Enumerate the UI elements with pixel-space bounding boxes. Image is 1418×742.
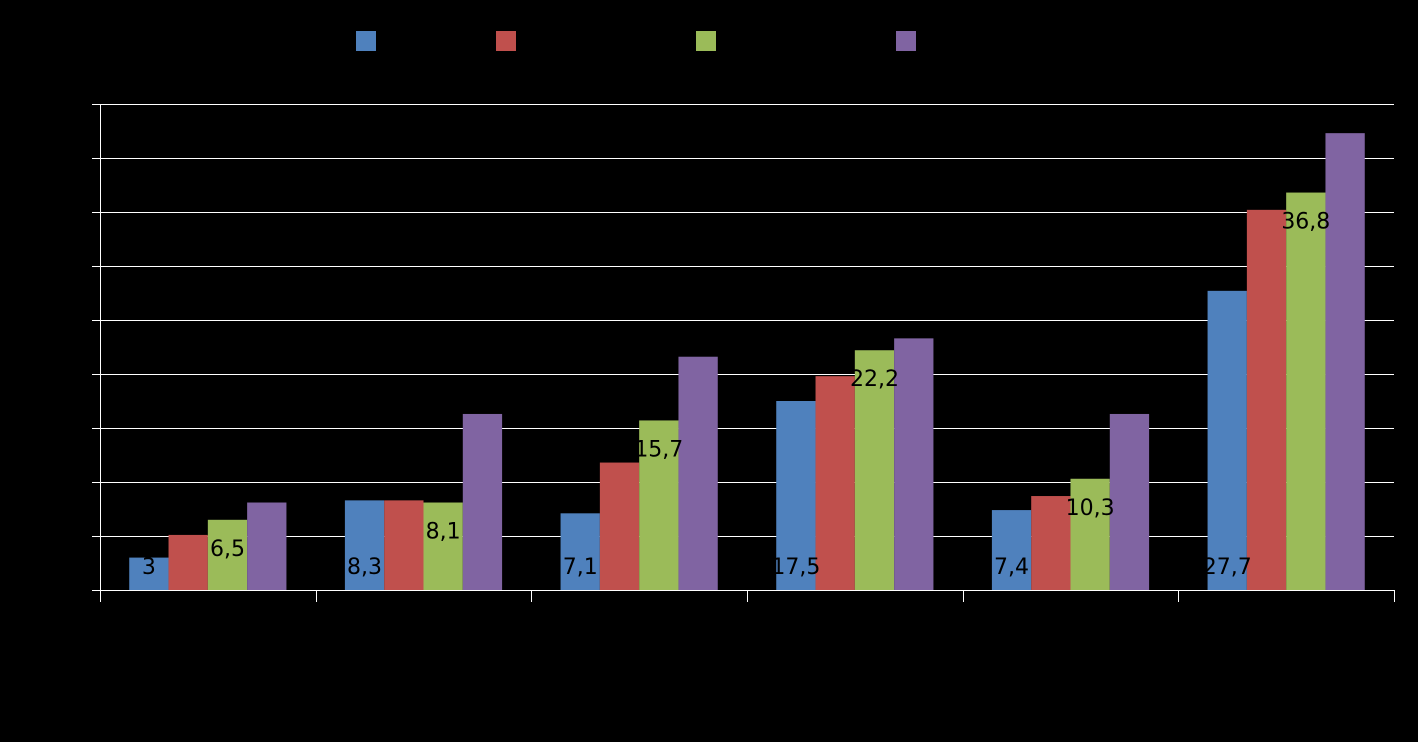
bars — [129, 133, 1365, 590]
bar — [599, 462, 640, 590]
bar — [991, 510, 1032, 590]
bar — [815, 376, 855, 590]
data-label: 36,8 — [1281, 210, 1330, 235]
data-label: 8,1 — [426, 520, 461, 545]
bar — [678, 356, 718, 590]
bar — [1246, 209, 1287, 590]
bar — [247, 502, 287, 590]
legend-item — [356, 30, 376, 52]
data-label: 22,2 — [850, 367, 899, 392]
legend-swatch — [696, 31, 716, 51]
data-label: 8,3 — [347, 555, 382, 580]
bar — [560, 513, 600, 590]
bar — [1325, 133, 1365, 590]
axes — [92, 104, 1395, 602]
bar — [423, 502, 463, 590]
bar — [639, 420, 679, 590]
legend — [0, 30, 1418, 52]
data-label: 3 — [142, 555, 156, 580]
legend-item — [896, 30, 916, 52]
gridlines — [100, 104, 1394, 537]
bar — [462, 413, 503, 590]
data-label: 7,4 — [994, 555, 1029, 580]
bar — [168, 534, 208, 590]
data-label: 15,7 — [634, 437, 683, 462]
data-labels: 3 8,3 7,1 17,5 7,4 27,7 6,5 8,1 15,7 22,2 10,3 36,8 — [142, 210, 1330, 580]
legend-item — [496, 30, 516, 52]
legend-swatch — [356, 31, 376, 51]
data-label: 7,1 — [563, 555, 598, 580]
bar — [894, 338, 934, 590]
bar — [776, 401, 816, 590]
legend-swatch — [496, 31, 516, 51]
bar — [384, 500, 424, 590]
bar — [344, 500, 385, 590]
bar — [1109, 413, 1150, 590]
data-label: 17,5 — [771, 555, 820, 580]
bar — [854, 350, 895, 590]
data-label: 10,3 — [1066, 496, 1115, 521]
bar — [129, 557, 169, 590]
bar — [1070, 478, 1110, 590]
bar — [207, 519, 248, 590]
data-label: 6,5 — [210, 537, 245, 562]
legend-item — [696, 30, 716, 52]
bar — [1031, 496, 1071, 590]
bar — [1286, 192, 1326, 590]
data-label: 27,7 — [1203, 555, 1252, 580]
bar — [1207, 290, 1247, 590]
legend-swatch — [896, 31, 916, 51]
